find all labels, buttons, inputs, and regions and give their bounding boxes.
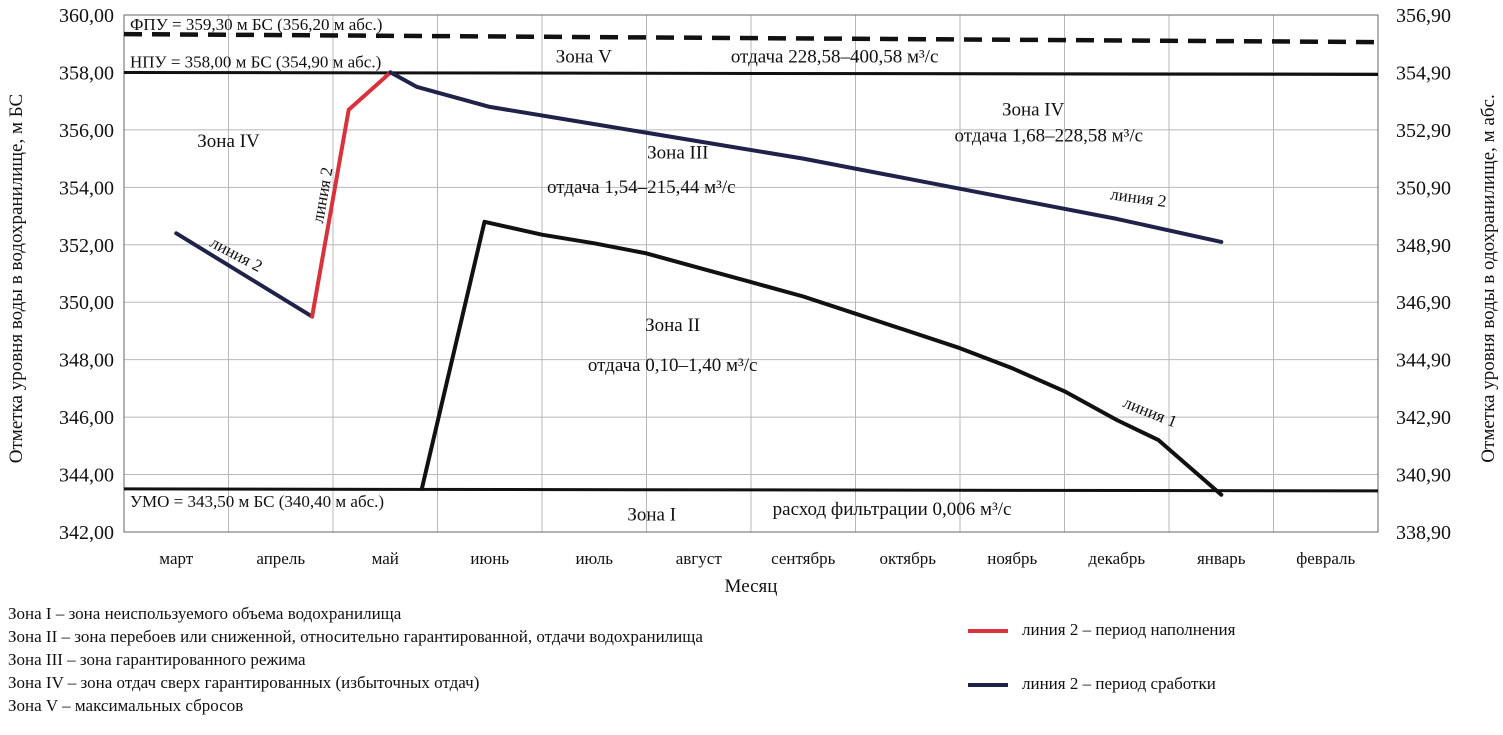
legend-swatch-drawdown — [968, 683, 1008, 688]
x-tick-label: сентябрь — [771, 549, 836, 568]
annotation-zone1: Зона I — [627, 505, 676, 526]
legend-swatch-fill — [968, 629, 1008, 634]
y-right-tick-label: 342,90 — [1396, 407, 1451, 429]
y-right-tick-label: 354,90 — [1396, 62, 1451, 84]
umo-line — [123, 487, 1379, 493]
reference-line-УМО: УМО = 343,50 м БС (340,40 м абс.) — [123, 487, 1379, 511]
zones-legend-item: Зона I – зона неиспользуемого объема вод… — [8, 604, 402, 623]
y-right-tick-label: 352,90 — [1396, 120, 1451, 142]
legend-label-drawdown: линия 2 – период сработки — [1022, 674, 1216, 693]
annotation-zone4_flow: отдача 1,68–228,58 м³/с — [955, 125, 1144, 146]
annotation-zone4_left: Зона IV — [197, 131, 260, 152]
y-left-tick-label: 360,00 — [59, 5, 114, 27]
x-tick-label: март — [159, 549, 193, 568]
zones-legend-item: Зона III – зона гарантированного режима — [8, 650, 306, 669]
reservoir-level-chart: 342,00 344,00 346,00 348,00 350,00 352,00 354,… — [6, 5, 1499, 597]
x-axis-title: Месяц — [725, 576, 778, 597]
x-tick-label: февраль — [1296, 549, 1355, 568]
x-tick-label: ноябрь — [987, 549, 1037, 568]
series-line2_drawdown_a — [174, 231, 315, 319]
y-left-tick-label: 350,00 — [59, 292, 114, 314]
reference-line-НПУ: НПУ = 358,00 м БС (354,90 м абс.) — [123, 52, 1379, 76]
series-line2_fill — [310, 70, 393, 319]
y-right-tick-label: 346,90 — [1396, 292, 1451, 314]
x-tick-label: август — [676, 549, 723, 568]
annotation-zone2: Зона II — [645, 315, 700, 336]
x-tick-label: октябрь — [880, 549, 937, 568]
x-tick-label: апрель — [256, 549, 305, 568]
y-right-tick-label: 340,90 — [1396, 465, 1451, 487]
x-tick-label: май — [372, 549, 399, 568]
x-tick-label: январь — [1197, 549, 1246, 568]
annotation-zone3: Зона III — [647, 143, 708, 164]
y-left-tick-label: 342,00 — [59, 522, 114, 544]
legend-label-fill: линия 2 – период наполнения — [1022, 620, 1236, 639]
legend-item-fill-period: линия 2 – период наполнения — [968, 620, 1235, 640]
reference-line-label: УМО = 343,50 м БС (340,40 м абс.) — [130, 492, 384, 511]
y-right-tick-label: 356,90 — [1396, 5, 1451, 27]
reference-line-label: ФПУ = 359,30 м БС (356,20 м абс.) — [130, 15, 382, 34]
x-tick-label: июль — [575, 549, 613, 568]
annotation-label_line2_right: линия 2 — [1109, 184, 1167, 211]
zones-legend-item: Зона V – максимальных сбросов — [8, 696, 244, 715]
y-right-tick-label: 350,90 — [1396, 177, 1451, 199]
y-left-tick-label: 344,00 — [59, 465, 114, 487]
annotation-zone5: Зона V — [556, 46, 612, 67]
y-left-tick-label: 356,00 — [59, 120, 114, 142]
y-right-tick-label: 348,90 — [1396, 235, 1451, 257]
x-tick-label: декабрь — [1088, 549, 1145, 568]
annotation-zone3_flow: отдача 1,54–215,44 м³/с — [547, 177, 736, 198]
reference-line-label: НПУ = 358,00 м БС (354,90 м абс.) — [130, 52, 381, 71]
annotation-zone5_flow: отдача 228,58–400,58 м³/с — [731, 46, 939, 67]
plot-frame — [123, 14, 1379, 533]
annotation-zone2_flow: отдача 0,10–1,40 м³/с — [588, 355, 758, 376]
y-left-tick-label: 354,00 — [59, 177, 114, 199]
reference-line-ФПУ: ФПУ = 359,30 м БС (356,20 м абс.) — [123, 15, 1379, 45]
fpu-line — [123, 31, 1379, 45]
series-line1 — [419, 219, 1224, 497]
x-tick-label: июнь — [470, 549, 509, 568]
y-left-tick-label: 352,00 — [59, 235, 114, 257]
legend-item-drawdown-period: линия 2 – период сработки — [968, 674, 1216, 694]
npu-line — [123, 70, 1379, 76]
y-left-tick-label: 348,00 — [59, 350, 114, 372]
annotation-zone4_right: Зона IV — [1002, 100, 1065, 121]
grid — [123, 14, 1379, 533]
y-right-tick-label: 344,90 — [1396, 350, 1451, 372]
zones-legend-item: Зона IV – зона отдач сверх гарантированн… — [8, 673, 480, 692]
y-left-tick-label: 358,00 — [59, 62, 114, 84]
y-left-axis-title: Отметка уровня воды в водохранилище, м Б… — [6, 94, 27, 463]
zones-legend: Зона I – зона неиспользуемого объема вод… — [8, 602, 703, 717]
y-right-axis-title: Отметка уровня воды в одохранилище, м аб… — [1478, 94, 1499, 462]
series-line2_drawdown_b — [388, 70, 1224, 244]
zones-legend-item: Зона II – зона перебоев или сниженной, о… — [8, 627, 703, 646]
annotation-filtration: расход фильтрации 0,006 м³/с — [773, 499, 1012, 520]
y-right-tick-label: 338,90 — [1396, 522, 1451, 544]
y-left-tick-label: 346,00 — [59, 407, 114, 429]
